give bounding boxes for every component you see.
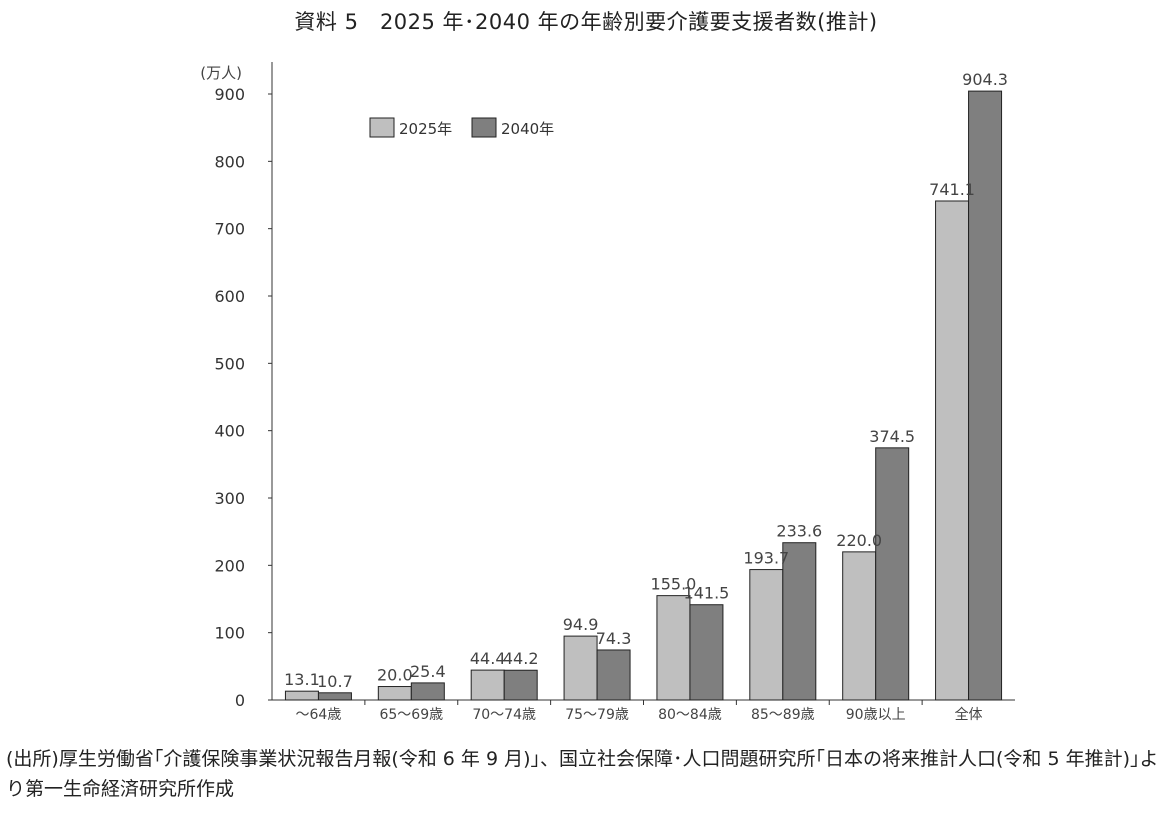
y-tick-label: 300 [214, 489, 245, 508]
bar-2025年-5 [749, 569, 784, 701]
axes: 0 100 200 300 400 500 600 700 800 900 (万人) ～64歳 65～6… [200, 62, 1015, 723]
data-label: 10.7 [317, 672, 353, 691]
y-tick-label: 900 [214, 85, 245, 104]
data-label: 220.0 [836, 531, 882, 550]
data-label: 193.7 [743, 549, 789, 568]
x-tick-label: 75～79歳 [565, 707, 629, 723]
data-label: 44.2 [503, 649, 539, 668]
data-label: 741.1 [929, 180, 975, 199]
bar-2040年-4 [689, 604, 724, 701]
bar-2025年-4 [656, 595, 691, 701]
bar-2040年-1 [410, 682, 445, 701]
data-label: 904.3 [962, 70, 1008, 89]
y-tick-label: 500 [214, 354, 245, 373]
data-label: 141.5 [684, 584, 730, 603]
data-label: 13.1 [284, 670, 320, 689]
x-tick-label: 全体 [955, 706, 983, 723]
data-label: 20.0 [377, 666, 413, 685]
bar-2025年-0 [284, 690, 319, 701]
y-tick-label: 100 [214, 624, 245, 643]
bar-2025年-7 [935, 200, 970, 701]
legend-label: 2040年 [501, 120, 554, 138]
bar-2025年-1 [377, 686, 412, 701]
x-tick-label: 90歳以上 [846, 707, 906, 723]
x-tick-label: 70～74歳 [472, 707, 536, 723]
bar-2040年-2 [503, 669, 538, 701]
data-label: 233.6 [776, 522, 822, 541]
legend-swatch [471, 117, 497, 138]
data-label: 25.4 [410, 662, 446, 681]
bar-2025年-3 [563, 635, 598, 701]
data-label: 374.5 [869, 427, 915, 446]
data-label: 44.4 [470, 649, 506, 668]
x-tick-label: ～64歳 [296, 707, 342, 723]
legend-label: 2025年 [399, 120, 452, 138]
data-labels: 13.110.7 20.025.4 44.444.2 94.974.3 155.0141… [284, 70, 1008, 691]
legend: 2025年 2040年 [369, 117, 554, 138]
y-tick-label: 0 [235, 691, 245, 710]
bar-2040年-3 [596, 649, 631, 701]
x-tick-label: 65～69歳 [379, 707, 443, 723]
y-tick-label: 600 [214, 287, 245, 306]
y-tick-label: 200 [214, 556, 245, 575]
bars [284, 90, 1003, 701]
chart-title: 資料 5 2025 年･2040 年の年齢別要介護要支援者数(推計) [294, 10, 878, 34]
legend-swatch [369, 117, 395, 138]
bar-2040年-5 [782, 542, 817, 701]
bar-chart: 0 100 200 300 400 500 600 700 800 900 (万人) ～64歳 65～6… [200, 62, 1015, 723]
bar-2040年-7 [968, 90, 1003, 701]
bar-2025年-6 [842, 551, 877, 701]
y-tick-label: 400 [214, 422, 245, 441]
x-tick-label: 80～84歳 [658, 707, 722, 723]
y-tick-label: 800 [214, 152, 245, 171]
data-label: 74.3 [596, 629, 632, 648]
source-note: (出所)厚生労働省｢介護保険事業状況報告月報(令和 6 年 9 月)｣、国立社会… [6, 748, 1159, 800]
bar-2025年-2 [470, 669, 505, 701]
data-label: 155.0 [651, 575, 697, 594]
data-label: 94.9 [563, 615, 599, 634]
y-unit-label: (万人) [200, 64, 242, 82]
bar-2040年-6 [875, 447, 910, 701]
x-tick-label: 85～89歳 [751, 707, 815, 723]
bar-2040年-0 [317, 692, 352, 701]
y-tick-label: 700 [214, 220, 245, 239]
